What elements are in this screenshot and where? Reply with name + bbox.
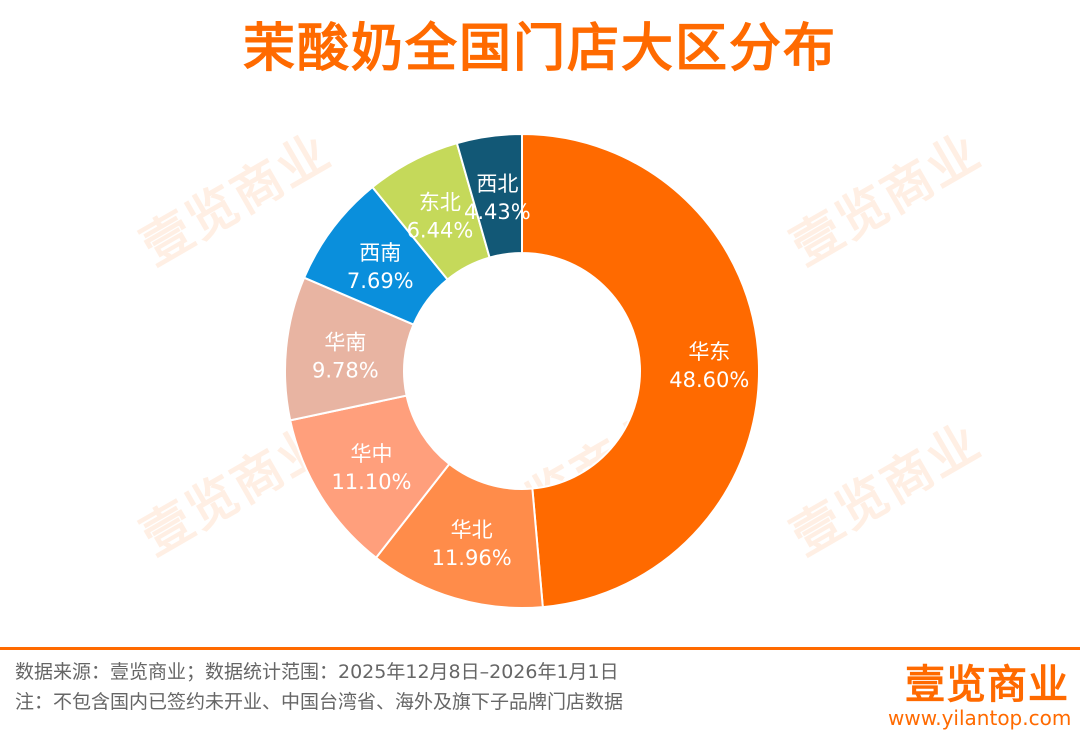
slice-value-0: 48.60% <box>669 368 749 392</box>
slice-value-3: 9.78% <box>312 359 379 383</box>
slice-value-6: 4.43% <box>464 200 531 224</box>
donut-chart: 华东 48.60% 华北 11.96% 华中 11.10% 华南 9.78% 西南 7.69% 东北… <box>284 132 760 609</box>
brand-logo: 壹览商业 <box>905 662 1069 708</box>
data-source-note: 数据来源：壹览商业；数据统计范围：2025年12月8日–2026年1月1日 <box>15 661 619 683</box>
slice-value-5: 6.44% <box>407 219 474 243</box>
slice-value-4: 7.69% <box>347 269 414 293</box>
footnote: 注：不包含国内已签约未开业、中国台湾省、海外及旗下子品牌门店数据 <box>15 691 624 713</box>
slice-label-2: 华中 <box>350 442 392 466</box>
slice-label-5: 东北 <box>419 191 461 215</box>
slice-0 <box>521 132 760 609</box>
slice-6 <box>455 132 523 259</box>
footer-divider <box>0 647 1080 650</box>
slice-value-1: 11.96% <box>432 546 512 570</box>
slice-label-4: 西南 <box>359 241 401 265</box>
slice-label-0: 华东 <box>688 340 730 364</box>
chart-title: 茉酸奶全国门店大区分布 <box>242 19 837 79</box>
slice-label-6: 西北 <box>476 172 518 196</box>
slice-label-1: 华北 <box>451 518 493 542</box>
slice-value-2: 11.10% <box>331 470 411 494</box>
slice-label-3: 华南 <box>324 331 366 355</box>
website-link[interactable]: www.yilantop.com <box>888 706 1072 730</box>
